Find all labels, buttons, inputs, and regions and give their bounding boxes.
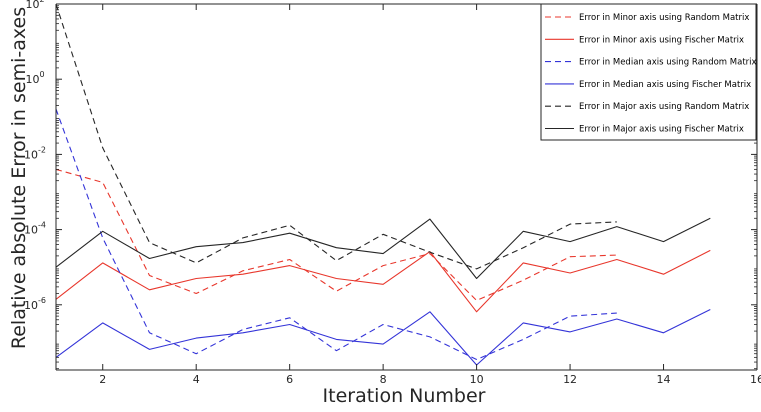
legend-label-1: Error in Minor axis using Random Matrix xyxy=(579,13,749,23)
y-tick-label: 10-4 xyxy=(24,221,46,237)
y-tick-label: 10-6 xyxy=(24,296,46,312)
legend-label-2: Error in Minor axis using Fischer Matrix xyxy=(579,35,744,45)
x-tick-label: 16 xyxy=(750,373,761,386)
x-tick-label: 12 xyxy=(563,373,577,386)
y-axis-title: Relative absolute Error in semi-axes xyxy=(8,7,30,349)
x-tick-label: 2 xyxy=(99,373,106,386)
x-tick-label: 10 xyxy=(470,373,484,386)
legend-label-5: Error in Major axis using Random Matrix xyxy=(579,102,749,112)
legend: Error in Minor axis using Random Matrix E… xyxy=(540,3,757,141)
legend-box xyxy=(540,3,757,141)
legend-label-3: Error in Median axis using Random Matrix xyxy=(579,58,757,68)
series-group xyxy=(56,4,711,366)
y-tick-label: 102 xyxy=(25,0,44,11)
y-tick-label: 10-2 xyxy=(24,145,46,161)
x-tick-label: 14 xyxy=(657,373,671,386)
x-tick-label: 6 xyxy=(286,373,293,386)
series-line-4 xyxy=(56,309,711,366)
x-tick-label: 8 xyxy=(380,373,387,386)
series-line-5 xyxy=(56,4,617,270)
x-tick-label: 4 xyxy=(193,373,200,386)
series-line-1 xyxy=(56,168,617,302)
y-tick-label: 100 xyxy=(25,70,44,86)
series-line-6 xyxy=(56,217,711,280)
legend-label-6: Error in Major axis using Fischer Matrix xyxy=(579,125,744,135)
series-line-2 xyxy=(56,249,711,313)
series-line-3 xyxy=(56,108,617,361)
x-axis-title: Iteration Number xyxy=(323,385,486,407)
legend-label-4: Error in Median axis using Fischer Matri… xyxy=(579,80,751,90)
